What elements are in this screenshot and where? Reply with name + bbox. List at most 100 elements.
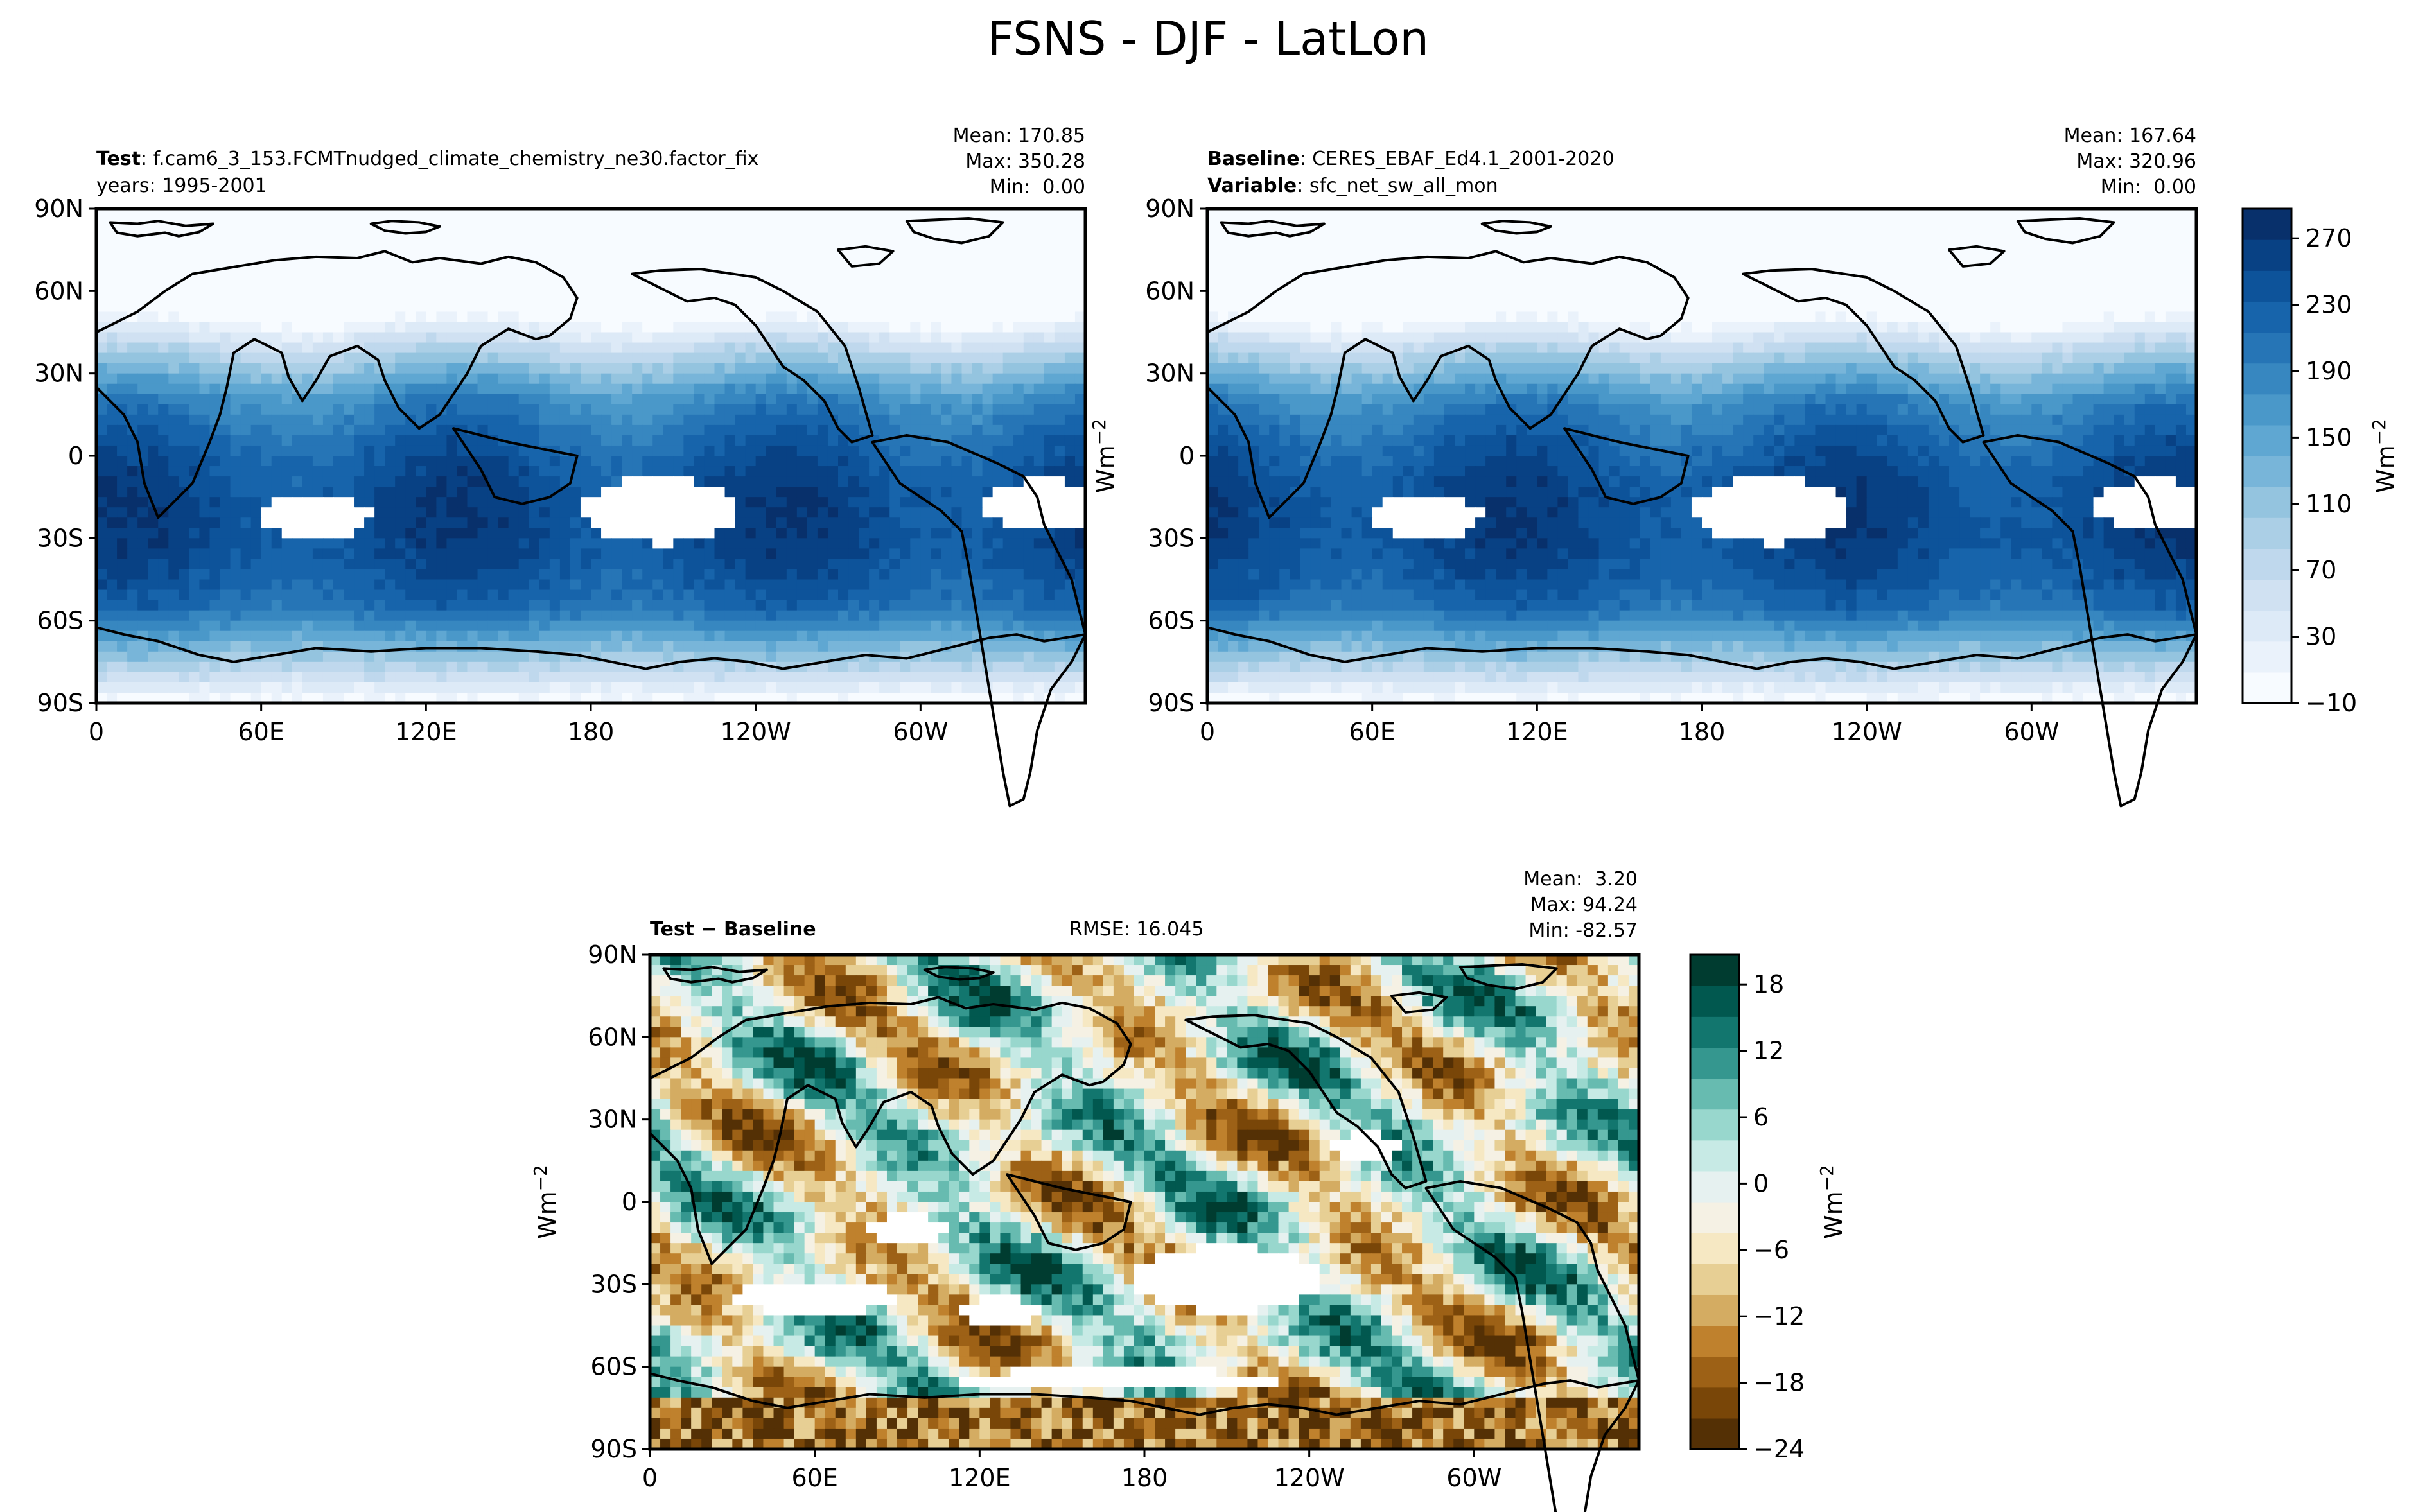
map-cell bbox=[993, 260, 1004, 271]
map-cell bbox=[374, 415, 385, 426]
map-cell bbox=[632, 456, 643, 467]
map-cell bbox=[920, 621, 931, 632]
map-cell bbox=[344, 270, 355, 281]
map-cell bbox=[1044, 353, 1055, 364]
map-cell bbox=[395, 559, 406, 569]
map-cell bbox=[292, 353, 303, 364]
map-cell bbox=[209, 569, 220, 580]
map-cell bbox=[1003, 590, 1014, 601]
map-cell bbox=[1794, 229, 1805, 240]
map-cell bbox=[344, 497, 355, 508]
map-cell bbox=[1024, 239, 1035, 250]
map-cell bbox=[519, 621, 530, 632]
map-cell bbox=[787, 600, 798, 611]
map-cell bbox=[1044, 281, 1055, 291]
map-cell bbox=[395, 538, 406, 549]
map-cell bbox=[199, 322, 210, 333]
map-cell bbox=[941, 456, 952, 467]
map-cell bbox=[374, 662, 385, 673]
map-cell bbox=[1044, 291, 1055, 302]
map-cell bbox=[1003, 611, 1014, 621]
map-cell bbox=[158, 363, 169, 374]
map-cell bbox=[1065, 621, 1076, 632]
map-cell bbox=[756, 682, 767, 693]
map-cell bbox=[148, 435, 159, 446]
map-cell bbox=[704, 497, 715, 508]
map-cell bbox=[1044, 507, 1055, 518]
map-cell bbox=[137, 611, 148, 621]
map-cell bbox=[344, 580, 355, 591]
map-cell bbox=[1003, 333, 1014, 343]
y-tick-label: 90N bbox=[34, 195, 83, 223]
map-cell bbox=[611, 548, 622, 559]
map-cell bbox=[519, 611, 530, 621]
map-cell bbox=[828, 291, 839, 302]
map-cell bbox=[673, 682, 684, 693]
map-cell bbox=[797, 384, 808, 395]
map-cell bbox=[900, 528, 911, 539]
map-cell bbox=[1003, 672, 1014, 683]
map-cell bbox=[622, 291, 633, 302]
map-cell bbox=[127, 404, 138, 415]
map-cell bbox=[168, 404, 179, 415]
map-cell bbox=[704, 239, 715, 250]
map-cell bbox=[1013, 301, 1024, 312]
map-cell bbox=[756, 517, 767, 528]
map-cell bbox=[261, 291, 272, 302]
map-cell bbox=[529, 270, 540, 281]
map-cell bbox=[519, 394, 530, 405]
map-cell bbox=[931, 517, 941, 528]
map-cell bbox=[395, 466, 406, 477]
map-cell bbox=[818, 425, 828, 436]
map-cell bbox=[323, 415, 334, 426]
map-cell bbox=[261, 466, 272, 477]
map-cell bbox=[272, 600, 283, 611]
map-cell bbox=[787, 621, 798, 632]
map-cell bbox=[735, 384, 746, 395]
map-cell bbox=[797, 569, 808, 580]
map-cell bbox=[1003, 374, 1014, 385]
map-cell bbox=[581, 322, 591, 333]
map-cell bbox=[601, 394, 612, 405]
map-cell bbox=[1065, 425, 1076, 436]
map-cell bbox=[818, 415, 828, 426]
map-cell bbox=[292, 425, 303, 436]
map-cell bbox=[848, 672, 859, 683]
map-cell bbox=[828, 600, 839, 611]
map-cell bbox=[189, 394, 200, 405]
map-cell bbox=[560, 631, 571, 642]
map-cell bbox=[127, 528, 138, 539]
map-cell bbox=[148, 662, 159, 673]
map-cell bbox=[900, 343, 911, 354]
map-cell bbox=[302, 631, 313, 642]
map-cell bbox=[416, 435, 426, 446]
map-cell bbox=[663, 322, 674, 333]
map-cell bbox=[220, 343, 231, 354]
map-cell bbox=[766, 384, 777, 395]
map-cell bbox=[282, 322, 293, 333]
map-cell bbox=[117, 590, 128, 601]
map-cell bbox=[498, 466, 509, 477]
map-cell bbox=[457, 301, 468, 312]
map-cell bbox=[818, 384, 828, 395]
map-cell bbox=[282, 311, 293, 322]
map-cell bbox=[251, 580, 262, 591]
map-cell bbox=[1003, 281, 1014, 291]
map-cell bbox=[354, 538, 365, 549]
map-cell bbox=[1065, 528, 1076, 539]
map-cell bbox=[818, 456, 828, 467]
map-cell bbox=[622, 600, 633, 611]
map-cell bbox=[735, 343, 746, 354]
map-cell bbox=[951, 466, 962, 477]
map-cell bbox=[498, 384, 509, 395]
map-cell bbox=[405, 363, 416, 374]
map-cell bbox=[715, 363, 726, 374]
map-cell bbox=[498, 662, 509, 673]
map-cell bbox=[622, 538, 633, 549]
map-cell bbox=[663, 446, 674, 456]
map-cell bbox=[509, 487, 520, 498]
map-cell bbox=[117, 425, 128, 436]
map-cell bbox=[920, 538, 931, 549]
map-cell bbox=[446, 662, 457, 673]
map-cell bbox=[1024, 425, 1035, 436]
